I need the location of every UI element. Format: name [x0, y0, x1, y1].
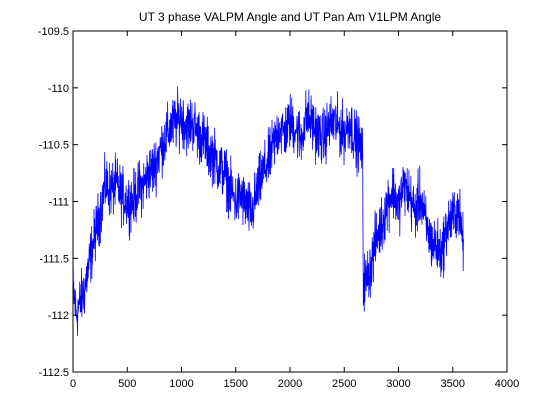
- chart-title: UT 3 phase VALPM Angle and UT Pan Am V1L…: [139, 10, 442, 24]
- y-tick-label: -112.5: [39, 367, 69, 379]
- y-tick-label: -112: [48, 310, 69, 322]
- x-tick-label: 500: [118, 378, 136, 390]
- line-layer: [72, 86, 464, 337]
- x-tick-label: 2500: [332, 378, 356, 390]
- x-tick-label: 3000: [386, 378, 410, 390]
- y-tick-label: -110: [48, 83, 69, 95]
- series-line-0: [72, 86, 464, 337]
- x-tick-label: 1000: [169, 378, 193, 390]
- x-tick-label: 1500: [224, 378, 248, 390]
- axes-box: [72, 30, 508, 373]
- y-axis-ticks: -109.5 -110 -110.5 -111 -111.5 -112 -112.5: [38, 26, 507, 379]
- x-tick-label: 4000: [495, 378, 519, 390]
- plot-area: 0 500 1000 1500 2000 2500 3000 3500 4000 -109.5-…: [38, 26, 519, 390]
- x-tick-label: 2000: [278, 378, 302, 390]
- y-tick-label: -109.5: [38, 26, 69, 38]
- y-tick-label: -110.5: [39, 140, 69, 152]
- x-tick-label: 0: [70, 378, 76, 390]
- x-axis-ticks: 0 500 1000 1500 2000 2500 3000 3500 4000: [70, 31, 519, 390]
- x-tick-label: 3500: [441, 378, 465, 390]
- y-tick-label: -111: [49, 197, 69, 209]
- y-tick-label: -111.5: [39, 253, 69, 265]
